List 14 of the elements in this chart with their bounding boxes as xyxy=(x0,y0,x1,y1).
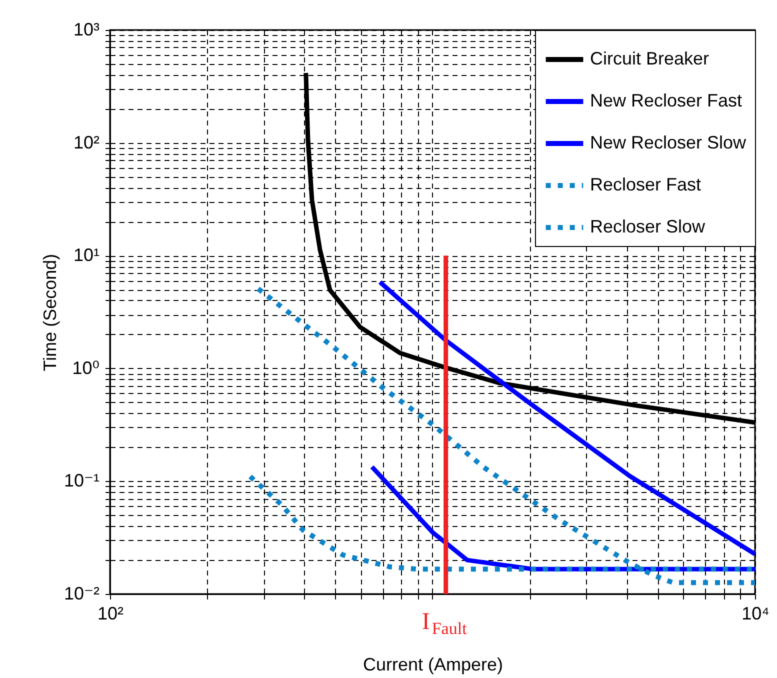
y-tick-label: 10⁻² xyxy=(64,584,100,604)
legend-label: Circuit Breaker xyxy=(590,48,710,68)
y-tick-label: 10⁻¹ xyxy=(64,470,100,491)
y-tick-label: 10² xyxy=(73,132,100,152)
y-tick-label: 10³ xyxy=(73,20,100,40)
y-tick-label: 10⁰ xyxy=(72,358,100,378)
y-axis-title: Time (Second) xyxy=(40,254,60,372)
legend-label: Recloser Fast xyxy=(590,174,702,194)
x-tick-label: 10⁴ xyxy=(742,604,770,624)
x-axis-title: Current (Ampere) xyxy=(362,654,504,674)
legend-label: New Recloser Slow xyxy=(590,132,748,152)
legend-label: Recloser Slow xyxy=(590,216,706,236)
y-tick-label: 10¹ xyxy=(73,245,100,266)
legend-label: New Recloser Fast xyxy=(590,90,742,110)
